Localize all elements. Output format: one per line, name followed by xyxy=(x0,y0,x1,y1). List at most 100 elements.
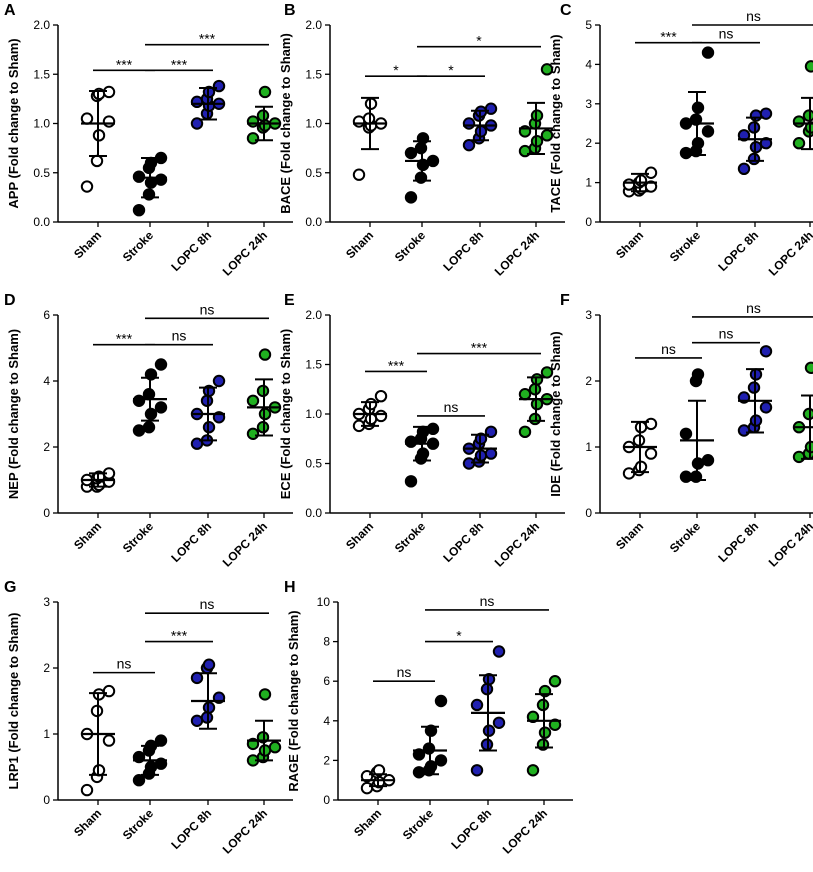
data-point xyxy=(644,180,658,193)
category-label: Stroke xyxy=(400,806,437,843)
category-label: Stroke xyxy=(120,228,157,265)
data-point xyxy=(484,102,498,115)
data-point xyxy=(802,109,813,122)
y-tick-label: 8 xyxy=(323,635,330,649)
significance-label: *** xyxy=(171,56,188,72)
data-point xyxy=(804,361,813,374)
category-label: LOPC 24h xyxy=(492,519,542,569)
data-point xyxy=(540,129,554,142)
y-tick-label: 2 xyxy=(585,136,592,150)
panel-d: D 0 2 4 6 NEP (Fold change to Sham) Sham Stroke… xyxy=(4,292,293,570)
category-label: LOPC 24h xyxy=(220,806,270,856)
data-point xyxy=(701,46,715,59)
data-point xyxy=(518,388,532,401)
data-point xyxy=(154,401,168,414)
data-point xyxy=(102,734,116,747)
panel-h: H 0 2 4 6 8 10 RAGE (Fold change to Sham) Sham St… xyxy=(284,579,573,857)
data-point xyxy=(548,718,562,731)
significance-label: ns xyxy=(397,664,412,680)
data-point xyxy=(759,137,773,150)
category-label: Sham xyxy=(71,519,104,552)
category-label: LOPC 24h xyxy=(766,228,813,278)
data-point xyxy=(132,424,146,437)
y-tick-label: 2 xyxy=(323,753,330,767)
y-tick-label: 4 xyxy=(585,57,592,71)
significance-label: ns xyxy=(719,26,734,42)
data-point xyxy=(802,407,813,421)
y-tick-label: 2 xyxy=(585,374,592,388)
y-tick-label: 0.5 xyxy=(305,166,322,180)
panel-e: E 0.0 0.5 1.0 1.5 2.0 ECE (Fold change to Sham… xyxy=(278,292,565,570)
significance-label: * xyxy=(448,62,454,78)
category-label: Stroke xyxy=(392,519,429,556)
significance-label: ns xyxy=(480,593,495,609)
category-label: LOPC 8h xyxy=(168,519,214,565)
category-label: LOPC 8h xyxy=(715,519,761,565)
y-tick-label: 6 xyxy=(43,308,50,322)
data-point xyxy=(622,467,636,480)
data-point xyxy=(190,95,204,109)
data-point xyxy=(540,366,554,379)
category-label: Sham xyxy=(351,806,384,839)
panel-c: C 0 1 2 3 4 5 TACE (Fold change to Sham) Sham Str… xyxy=(548,2,813,279)
data-point xyxy=(644,417,658,431)
y-tick-label: 0 xyxy=(585,506,592,520)
data-point xyxy=(759,107,773,120)
data-point xyxy=(374,409,388,423)
category-label: LOPC 8h xyxy=(448,806,494,852)
category-label: Sham xyxy=(71,228,104,261)
significance-label: *** xyxy=(116,56,133,72)
data-point xyxy=(540,63,554,76)
y-tick-label: 4 xyxy=(43,374,50,388)
data-point xyxy=(492,645,506,658)
y-axis-title: APP (Fold change to Sham) xyxy=(6,38,21,208)
data-point xyxy=(132,394,146,407)
y-tick-label: 1.5 xyxy=(33,67,50,81)
data-point xyxy=(190,671,204,685)
significance-label: ns xyxy=(746,8,761,24)
category-label: LOPC 8h xyxy=(168,806,214,852)
data-point xyxy=(484,447,498,460)
data-point xyxy=(268,741,282,754)
y-tick-label: 0.0 xyxy=(305,506,322,520)
category-label: Stroke xyxy=(120,806,157,843)
category-label: LOPC 8h xyxy=(440,228,486,274)
category-label: LOPC 24h xyxy=(766,519,813,569)
significance-label: ns xyxy=(746,300,761,316)
category-label: LOPC 24h xyxy=(220,228,270,278)
category-label: Sham xyxy=(343,228,376,261)
data-point xyxy=(470,698,484,712)
data-point xyxy=(246,427,260,440)
y-tick-label: 1.5 xyxy=(305,358,322,372)
data-point xyxy=(258,348,272,361)
data-point xyxy=(804,60,813,73)
y-tick-label: 0.5 xyxy=(33,166,50,180)
data-point xyxy=(80,112,94,125)
data-point xyxy=(102,115,116,128)
y-tick-label: 1.5 xyxy=(305,67,322,81)
data-point xyxy=(792,137,806,150)
y-axis-title: BACE (Fold change to Sham) xyxy=(278,33,293,214)
significance-label: *** xyxy=(199,31,216,47)
data-point xyxy=(526,710,540,724)
data-point xyxy=(404,475,418,488)
significance-label: *** xyxy=(116,331,133,347)
significance-label: *** xyxy=(660,29,677,45)
y-tick-label: 1 xyxy=(585,440,592,454)
panel-letter: E xyxy=(284,292,295,309)
y-tick-label: 0.0 xyxy=(33,215,50,229)
data-point xyxy=(759,345,773,358)
data-point xyxy=(190,117,204,130)
category-label: Stroke xyxy=(392,228,429,265)
significance-label: *** xyxy=(388,357,405,373)
data-point xyxy=(246,394,260,407)
data-point xyxy=(470,764,484,777)
y-tick-label: 2.0 xyxy=(33,18,50,32)
y-axis-title: NEP (Fold change to Sham) xyxy=(6,329,21,499)
data-point xyxy=(404,191,418,204)
y-axis-title: RAGE (Fold change to Sham) xyxy=(286,610,301,791)
category-label: Sham xyxy=(613,519,646,552)
y-tick-label: 4 xyxy=(323,714,330,728)
data-point xyxy=(404,146,418,160)
category-label: LOPC 8h xyxy=(168,228,214,274)
